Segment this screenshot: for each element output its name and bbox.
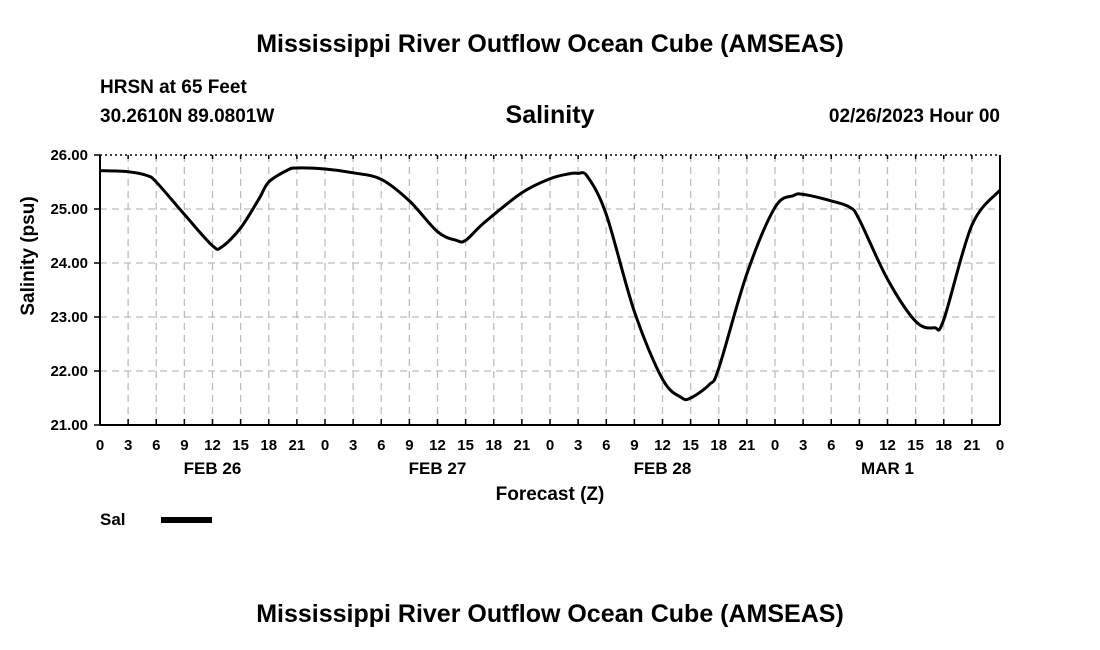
x-tick-label: 0 [321,437,329,454]
x-tick-label: 15 [907,437,924,454]
x-tick-label: 15 [682,437,699,454]
x-tick-label: 6 [827,437,835,454]
y-tick-label: 22.00 [50,363,88,380]
x-tick-label: 12 [204,437,221,454]
x-tick-label: 3 [124,437,132,454]
grid-lines [100,155,1000,425]
y-tick-label: 25.00 [50,201,88,218]
x-tick-label: 0 [546,437,554,454]
x-tick-label: 3 [799,437,807,454]
x-tick-label: 18 [260,437,277,454]
x-tick-label: 6 [602,437,610,454]
y-axis-label: Salinity (psu) [18,196,39,315]
series-layer [99,166,1002,402]
day-label: FEB 28 [634,459,692,478]
x-tick-label: 18 [485,437,502,454]
x-tick-label: 3 [574,437,582,454]
x-tick-label: 6 [377,437,385,454]
x-tick-label: 15 [457,437,474,454]
y-tick-label: 23.00 [50,309,88,326]
x-tick-label: 21 [289,437,306,454]
day-label: MAR 1 [861,459,914,478]
legend-line-swatch [161,517,212,523]
forecast-timestamp: 02/26/2023 Hour 00 [828,106,1000,127]
y-tick-label: 24.00 [50,255,88,272]
day-label: FEB 26 [184,459,242,478]
x-tick-label: 6 [152,437,160,454]
legend-label: Sal [100,510,126,529]
x-tick-label: 21 [514,437,531,454]
x-tick-label: 18 [710,437,727,454]
footer-title: Mississippi River Outflow Ocean Cube (AM… [256,600,844,628]
y-tick-label: 21.00 [50,417,88,434]
x-tick-label: 0 [771,437,779,454]
x-tick-label: 18 [935,437,952,454]
x-tick-label: 0 [96,437,104,454]
x-tick-label: 12 [879,437,896,454]
location-coordinates: 30.2610N 89.0801W [100,106,275,127]
main-title: Mississippi River Outflow Ocean Cube (AM… [256,30,844,58]
x-tick-label: 9 [180,437,188,454]
tick-labels: 0 3 6 9 12 15 18 21 0 3 6 9 12 15 18 21 0 3 6 9 12 15 18 21 0 3 6 9… [50,147,1004,478]
series-line-sal [99,166,1002,402]
x-tick-label: 21 [739,437,756,454]
x-tick-label: 9 [405,437,413,454]
y-tick-label: 26.00 [50,147,88,164]
station-label: HRSN at 65 Feet [100,77,247,98]
x-axis-label: Forecast (Z) [496,484,605,505]
chart-title: Salinity [505,101,595,129]
x-tick-label: 12 [429,437,446,454]
x-tick-label: 15 [232,437,249,454]
day-label: FEB 27 [409,459,467,478]
x-tick-label: 9 [630,437,638,454]
x-tick-label: 21 [964,437,981,454]
chart-axes [94,154,1001,426]
x-tick-label: 12 [654,437,671,454]
x-tick-label: 9 [855,437,863,454]
x-tick-label: 0 [996,437,1004,454]
x-tick-label: 3 [349,437,357,454]
